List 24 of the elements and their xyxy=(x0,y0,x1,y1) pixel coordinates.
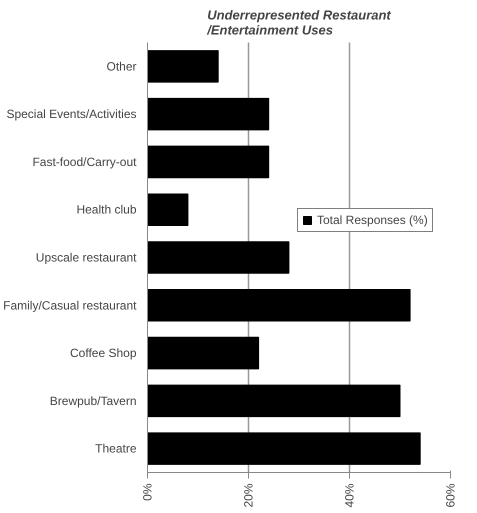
bar xyxy=(148,289,411,322)
bar xyxy=(148,193,188,226)
x-tick-label: 0% xyxy=(140,483,154,501)
bar xyxy=(148,50,219,83)
y-tick-label: Brewpub/Tavern xyxy=(50,394,137,408)
x-tick-label: 40% xyxy=(342,483,356,508)
y-tick-label: Special Events/Activities xyxy=(6,107,137,122)
legend-label: Total Responses (%) xyxy=(317,213,428,227)
bar xyxy=(148,241,290,274)
bar xyxy=(148,336,260,370)
y-tick-label: Health club xyxy=(76,202,137,217)
bar xyxy=(148,98,270,130)
x-tick-label: 60% xyxy=(444,483,458,508)
chart-title: Underrepresented Restaurant /Entertainment Uses xyxy=(206,8,392,38)
y-tick-label: Family/Casual restaurant xyxy=(3,298,138,312)
y-tick-label: Upscale restaurant xyxy=(36,250,138,264)
bar xyxy=(148,146,270,178)
bar xyxy=(148,432,421,465)
bar xyxy=(148,384,400,418)
y-tick-label: Coffee Shop xyxy=(70,346,137,360)
y-tick-label: Other xyxy=(106,59,137,74)
x-tick-label: 20% xyxy=(242,483,256,508)
y-tick-label: Theatre xyxy=(95,442,137,456)
y-tick-label: Fast-food/Carry-out xyxy=(32,154,138,169)
